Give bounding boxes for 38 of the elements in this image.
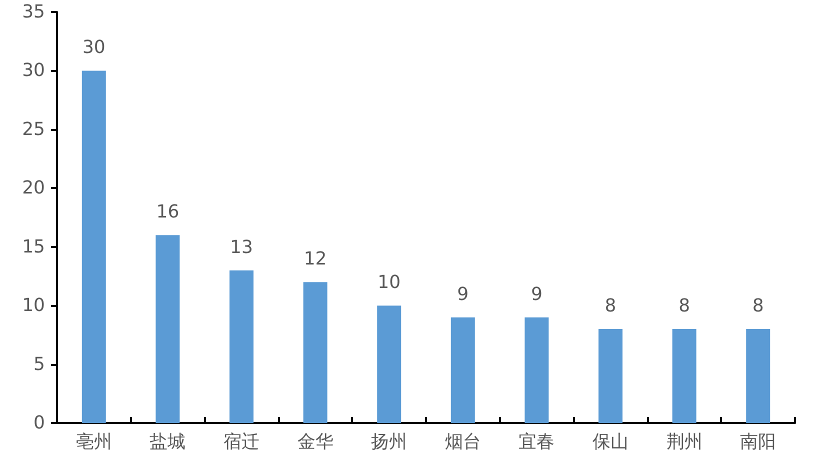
x-tick-label: 亳州 (76, 432, 112, 452)
bar (450, 317, 475, 423)
bar (303, 282, 328, 423)
bar (156, 235, 180, 423)
y-tick-label: 20 (22, 178, 45, 199)
y-tick-label: 10 (22, 295, 45, 316)
y-tick-label: 5 (34, 354, 45, 375)
bar (230, 270, 254, 423)
x-tick-label: 保山 (592, 432, 628, 452)
data-label: 8 (752, 296, 764, 317)
bar (672, 329, 696, 423)
data-label: 9 (530, 284, 542, 305)
data-label: 10 (378, 272, 401, 294)
bar (524, 317, 549, 423)
data-label: 30 (82, 37, 106, 58)
x-tick-label: 宜春 (518, 432, 555, 452)
data-label: 12 (304, 248, 327, 270)
y-tick-label: 15 (22, 236, 45, 258)
x-tick-label: 荆州 (666, 432, 702, 452)
bar (377, 306, 402, 423)
data-label: 13 (230, 236, 253, 258)
x-tick-label: 南阳 (740, 432, 776, 452)
y-tick-label: 25 (22, 118, 45, 140)
bar (598, 329, 622, 423)
y-tick-label: 35 (22, 2, 45, 22)
bar (82, 70, 106, 423)
x-tick-label: 盐城 (150, 432, 186, 452)
y-tick-label: 30 (22, 60, 45, 82)
y-tick-label: 0 (34, 412, 45, 434)
x-tick-label: 宿迁 (224, 432, 260, 452)
bar (746, 329, 770, 423)
x-tick-label: 金华 (297, 432, 334, 452)
data-label: 9 (457, 284, 469, 305)
x-tick-label: 扬州 (371, 432, 408, 452)
data-label: 8 (678, 296, 690, 317)
data-label: 16 (156, 202, 180, 223)
data-label: 8 (604, 296, 616, 317)
x-tick-label: 烟台 (444, 432, 481, 452)
